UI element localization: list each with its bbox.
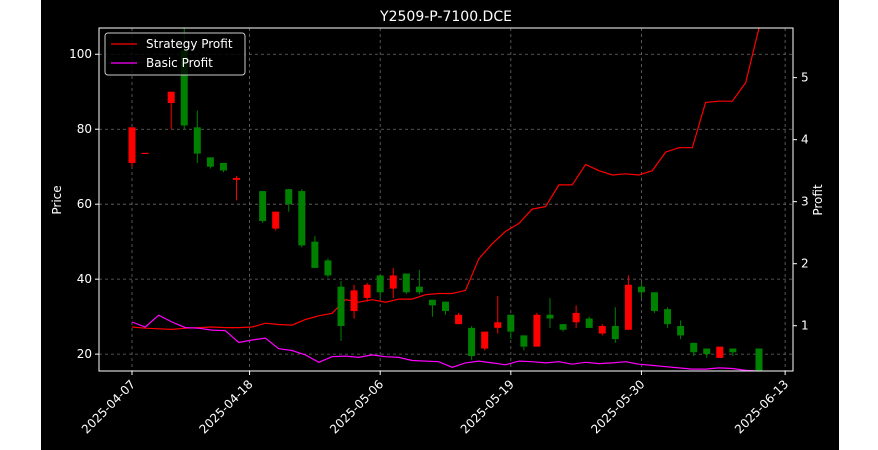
candle-body xyxy=(703,348,711,355)
candle-body xyxy=(455,314,463,325)
candle-body xyxy=(324,260,332,276)
candle-body xyxy=(363,284,371,298)
candle-body xyxy=(389,275,397,289)
candle-body xyxy=(206,157,214,167)
candle-body xyxy=(520,335,528,347)
candle-body xyxy=(690,342,698,353)
candle-body xyxy=(167,91,175,103)
y-axis-label: Price xyxy=(50,185,64,214)
candle-body xyxy=(298,191,306,246)
chart-svg: Y2509-P-7100.DCE 20 40 60 80 100 1 2 3 4 5 2025-… xyxy=(50,9,825,436)
y-axis-ticks: 20 40 60 80 100 xyxy=(69,47,99,361)
y-tick-label: 40 xyxy=(77,272,92,286)
candle-body xyxy=(128,127,136,163)
legend-label-basic: Basic Profit xyxy=(146,56,213,70)
candle-body xyxy=(755,348,763,371)
x-tick-label: 2025-05-19 xyxy=(458,377,517,436)
y-tick-label: 100 xyxy=(69,47,92,61)
plot-frame xyxy=(98,27,794,372)
profit-lines xyxy=(131,27,760,372)
candle-body xyxy=(533,314,541,347)
candle-body xyxy=(716,346,724,358)
y2-axis-ticks: 1 2 3 4 5 xyxy=(793,71,809,333)
y2-axis-label: Profit xyxy=(811,184,825,216)
y2-tick-label: 4 xyxy=(801,133,809,147)
candle-body xyxy=(729,348,737,353)
candle-body xyxy=(193,127,201,154)
chart-title: Y2509-P-7100.DCE xyxy=(379,9,512,25)
x-tick-label: 2025-05-30 xyxy=(588,377,647,436)
candle-body xyxy=(637,286,645,293)
series-line-basic-profit xyxy=(131,314,760,372)
candle-body xyxy=(259,191,267,222)
legend: Strategy Profit Basic Profit xyxy=(104,32,246,76)
candle-body xyxy=(559,324,567,330)
candles xyxy=(128,28,763,371)
candle-body xyxy=(141,152,149,155)
candle-body xyxy=(233,177,240,180)
candle-body xyxy=(611,326,619,340)
x-tick-label: 2025-05-06 xyxy=(327,377,386,436)
candle-body xyxy=(481,331,489,349)
candle-body xyxy=(285,189,293,205)
grid xyxy=(99,28,793,371)
candle-body xyxy=(572,312,580,323)
y2-tick-label: 1 xyxy=(801,319,809,333)
x-tick-label: 2025-04-07 xyxy=(79,377,138,436)
candle-body xyxy=(428,299,436,306)
series-line-strategy-profit xyxy=(131,27,760,331)
chart-figure: Y2509-P-7100.DCE 20 40 60 80 100 1 2 3 4 5 2025-… xyxy=(41,0,839,450)
candle-body xyxy=(507,314,515,332)
candle-body xyxy=(546,314,554,319)
candle-body xyxy=(415,286,423,293)
candle-body xyxy=(624,284,632,330)
y-tick-label: 80 xyxy=(77,122,92,136)
candle-body xyxy=(402,273,410,293)
candle-body xyxy=(494,322,502,328)
candle-body xyxy=(442,301,449,312)
candle-body xyxy=(677,326,685,336)
x-axis-ticks: 2025-04-07 2025-04-18 2025-05-06 2025-05-19… xyxy=(79,371,791,436)
candle-body xyxy=(219,162,227,171)
y-tick-label: 20 xyxy=(77,347,92,361)
legend-label-strategy: Strategy Profit xyxy=(146,37,233,51)
candle-body xyxy=(651,292,658,312)
candle-body xyxy=(311,241,319,268)
y2-tick-label: 3 xyxy=(801,195,809,209)
candle-body xyxy=(376,275,384,293)
x-tick-label: 2025-06-13 xyxy=(732,377,791,436)
candle-body xyxy=(272,211,280,229)
y2-tick-label: 5 xyxy=(801,71,809,85)
y-tick-label: 60 xyxy=(77,197,92,211)
legend-box xyxy=(104,32,246,76)
candle-body xyxy=(585,318,593,328)
candle-body xyxy=(337,286,345,327)
candle-body xyxy=(350,290,358,312)
candle-body xyxy=(664,309,672,325)
y2-tick-label: 2 xyxy=(801,257,809,271)
candle-body xyxy=(598,326,606,334)
candle-body xyxy=(468,327,476,357)
x-tick-label: 2025-04-18 xyxy=(196,377,255,436)
candle-body xyxy=(180,50,188,126)
